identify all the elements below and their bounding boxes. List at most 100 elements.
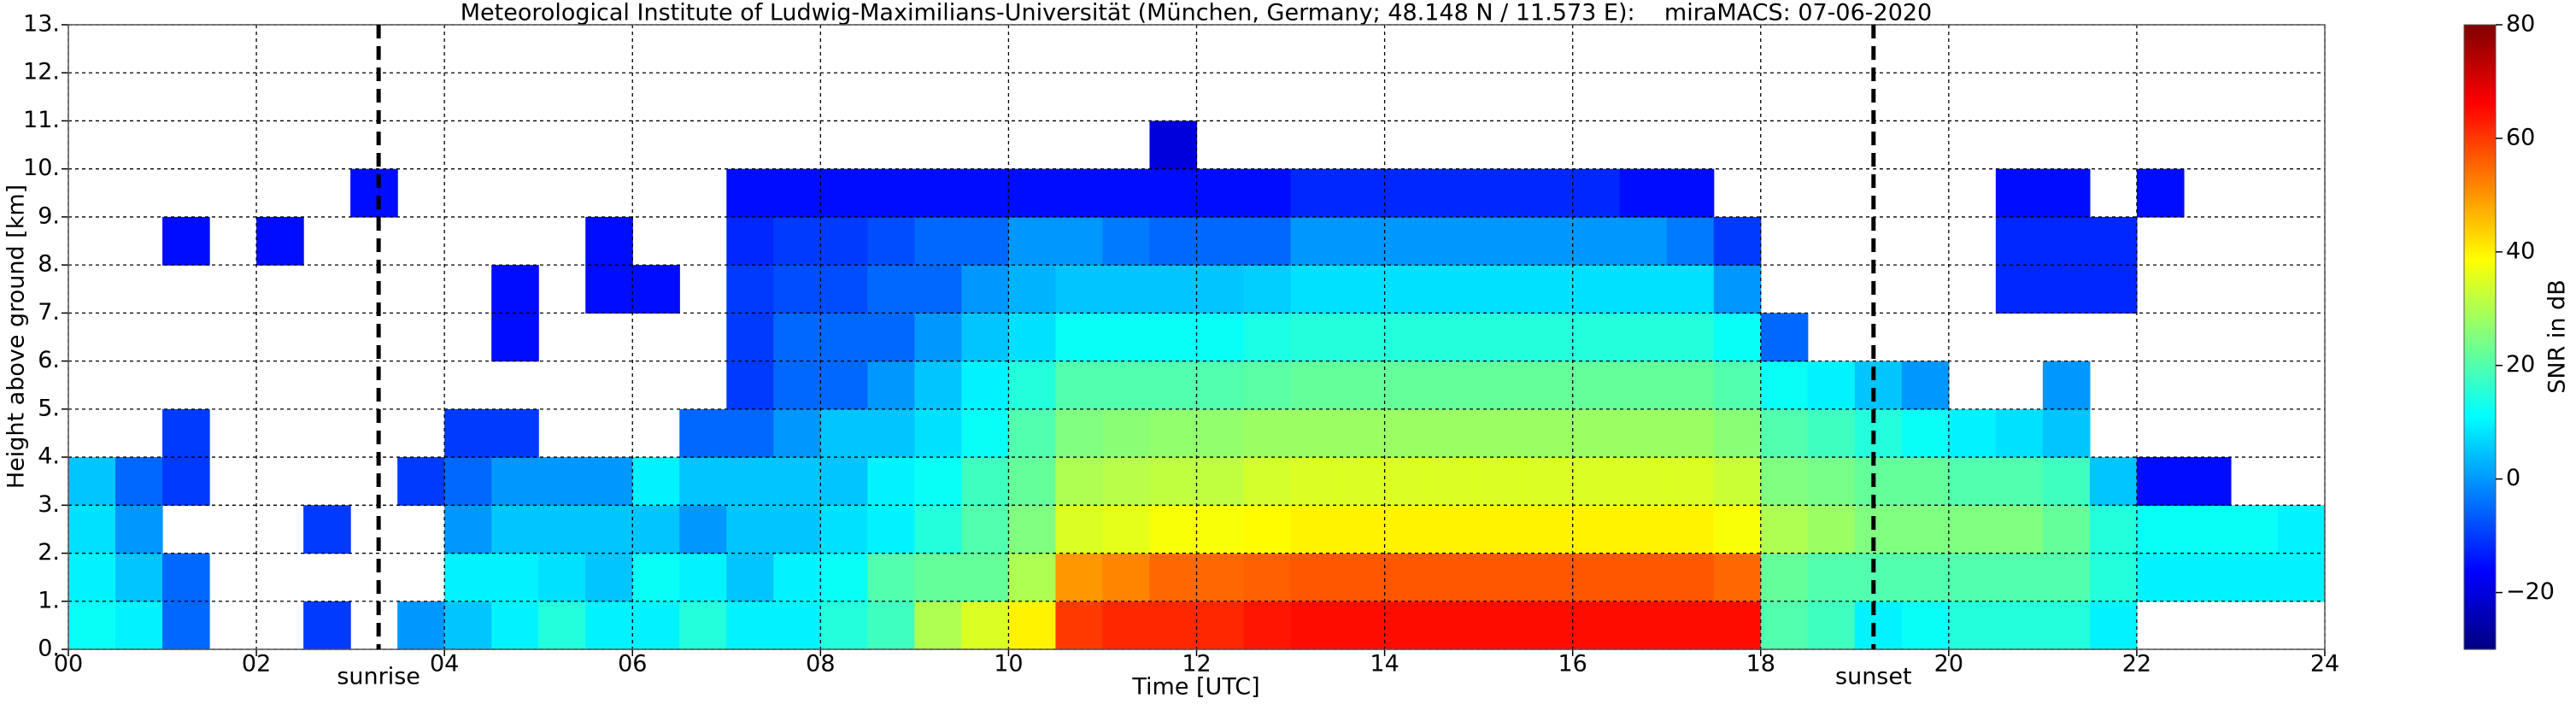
y-tick-label: 11.	[23, 107, 60, 133]
heatmap-cell	[1102, 265, 1151, 314]
heatmap-cell	[914, 265, 962, 314]
colorbar-segment	[2464, 396, 2496, 401]
colorbar-segment	[2464, 384, 2496, 389]
heatmap-cell	[867, 601, 915, 650]
heatmap-cell	[1713, 265, 1762, 314]
colorbar-segment	[2464, 294, 2496, 298]
y-tick-label: 2.	[38, 539, 60, 566]
colorbar-segment	[2464, 41, 2496, 45]
colorbar-segment	[2464, 255, 2496, 259]
colorbar-segment	[2464, 308, 2496, 313]
colorbar-segment	[2464, 251, 2496, 255]
heatmap-cell	[1572, 553, 1621, 602]
heatmap-cell	[1478, 553, 1527, 602]
heatmap-cell	[867, 553, 915, 602]
colorbar-segment	[2464, 544, 2496, 548]
heatmap-cell	[773, 216, 821, 266]
annotation-label: sunset	[1835, 664, 1912, 690]
colorbar-segment	[2464, 507, 2496, 511]
heatmap-cell	[1008, 505, 1057, 554]
colorbar-segment	[2464, 560, 2496, 565]
heatmap-cell	[1196, 601, 1245, 650]
y-tick-label: 8.	[38, 251, 60, 278]
colorbar-segment	[2464, 530, 2496, 534]
heatmap-cell	[1384, 168, 1433, 218]
colorbar-segment	[2464, 186, 2496, 191]
colorbar-segment	[2464, 120, 2496, 125]
heatmap-cell	[1572, 265, 1621, 314]
heatmap-cell	[867, 216, 915, 266]
x-tick-label: 10	[994, 651, 1023, 678]
heatmap-cell	[1337, 553, 1386, 602]
heatmap-cell	[1478, 313, 1527, 362]
heatmap-cell	[1525, 601, 1574, 650]
colorbar-segment	[2464, 641, 2496, 644]
colorbar-segment	[2464, 257, 2496, 261]
colorbar-segment	[2464, 73, 2496, 77]
colorbar-segment	[2464, 536, 2496, 540]
colorbar-frame	[2463, 24, 2497, 650]
colorbar-segment	[2464, 58, 2496, 62]
colorbar-segment	[2464, 84, 2496, 88]
colorbar-segment	[2464, 351, 2496, 355]
heatmap-cell	[726, 216, 774, 266]
colorbar-segment	[2464, 541, 2496, 545]
colorbar-segment	[2464, 328, 2496, 332]
heatmap-cell	[914, 216, 962, 266]
y-tick-label: 7.	[38, 299, 60, 326]
heatmap-cell	[1807, 457, 1856, 506]
heatmap-cell	[1102, 361, 1151, 410]
colorbar-segment	[2464, 70, 2496, 74]
heatmap-cell	[1431, 601, 1480, 650]
heatmap-cell	[1995, 408, 2044, 458]
heatmap-cell	[773, 265, 821, 314]
colorbar-segment	[2464, 365, 2496, 369]
heatmap-cell	[397, 601, 445, 650]
heatmap-cell	[1290, 505, 1339, 554]
colorbar-segment	[2464, 158, 2496, 162]
colorbar-segment	[2464, 410, 2496, 414]
colorbar-tick-label: 80	[2506, 11, 2535, 38]
heatmap-cell	[1995, 265, 2044, 314]
colorbar-segment	[2464, 172, 2496, 176]
colorbar-segment	[2464, 595, 2496, 599]
colorbar-segment	[2464, 362, 2496, 367]
colorbar-segment	[2464, 592, 2496, 596]
x-tick-label: 14	[1370, 651, 1399, 678]
colorbar-segment	[2464, 345, 2496, 349]
heatmap-cell	[1572, 361, 1621, 410]
colorbar-segment	[2464, 334, 2496, 338]
heatmap-cell	[1008, 457, 1057, 506]
heatmap-cell	[1431, 553, 1480, 602]
heatmap-cell	[726, 457, 774, 506]
colorbar-segment	[2464, 498, 2496, 502]
colorbar-segment	[2464, 289, 2496, 292]
colorbar-segment	[2464, 62, 2496, 66]
heatmap-cell	[961, 313, 1010, 362]
heatmap-cell	[1196, 457, 1245, 506]
colorbar-segment	[2464, 371, 2496, 375]
heatmap-cell	[1431, 216, 1480, 266]
heatmap-cell	[1431, 408, 1480, 458]
heatmap-cell	[2136, 457, 2185, 506]
colorbar-segment	[2464, 27, 2496, 32]
heatmap-cell	[867, 408, 915, 458]
heatmap-cell	[444, 505, 492, 554]
colorbar-segment	[2464, 38, 2496, 43]
heatmap-cell	[914, 408, 962, 458]
heatmap-cell	[1149, 361, 1198, 410]
colorbar-segment	[2464, 442, 2496, 446]
x-tick-label: 22	[2122, 651, 2151, 678]
x-tick-label: 08	[806, 651, 835, 678]
colorbar-segment	[2464, 272, 2496, 275]
colorbar-segment	[2464, 98, 2496, 103]
heatmap-cell	[538, 457, 586, 506]
heatmap-cell	[726, 408, 774, 458]
heatmap-cell	[773, 313, 821, 362]
heatmap-cell	[867, 168, 915, 218]
colorbar-segment	[2464, 339, 2496, 343]
heatmap-cell	[961, 505, 1010, 554]
heatmap-cell	[1572, 313, 1621, 362]
heatmap-cell	[1149, 601, 1198, 650]
heatmap-cell	[914, 168, 962, 218]
